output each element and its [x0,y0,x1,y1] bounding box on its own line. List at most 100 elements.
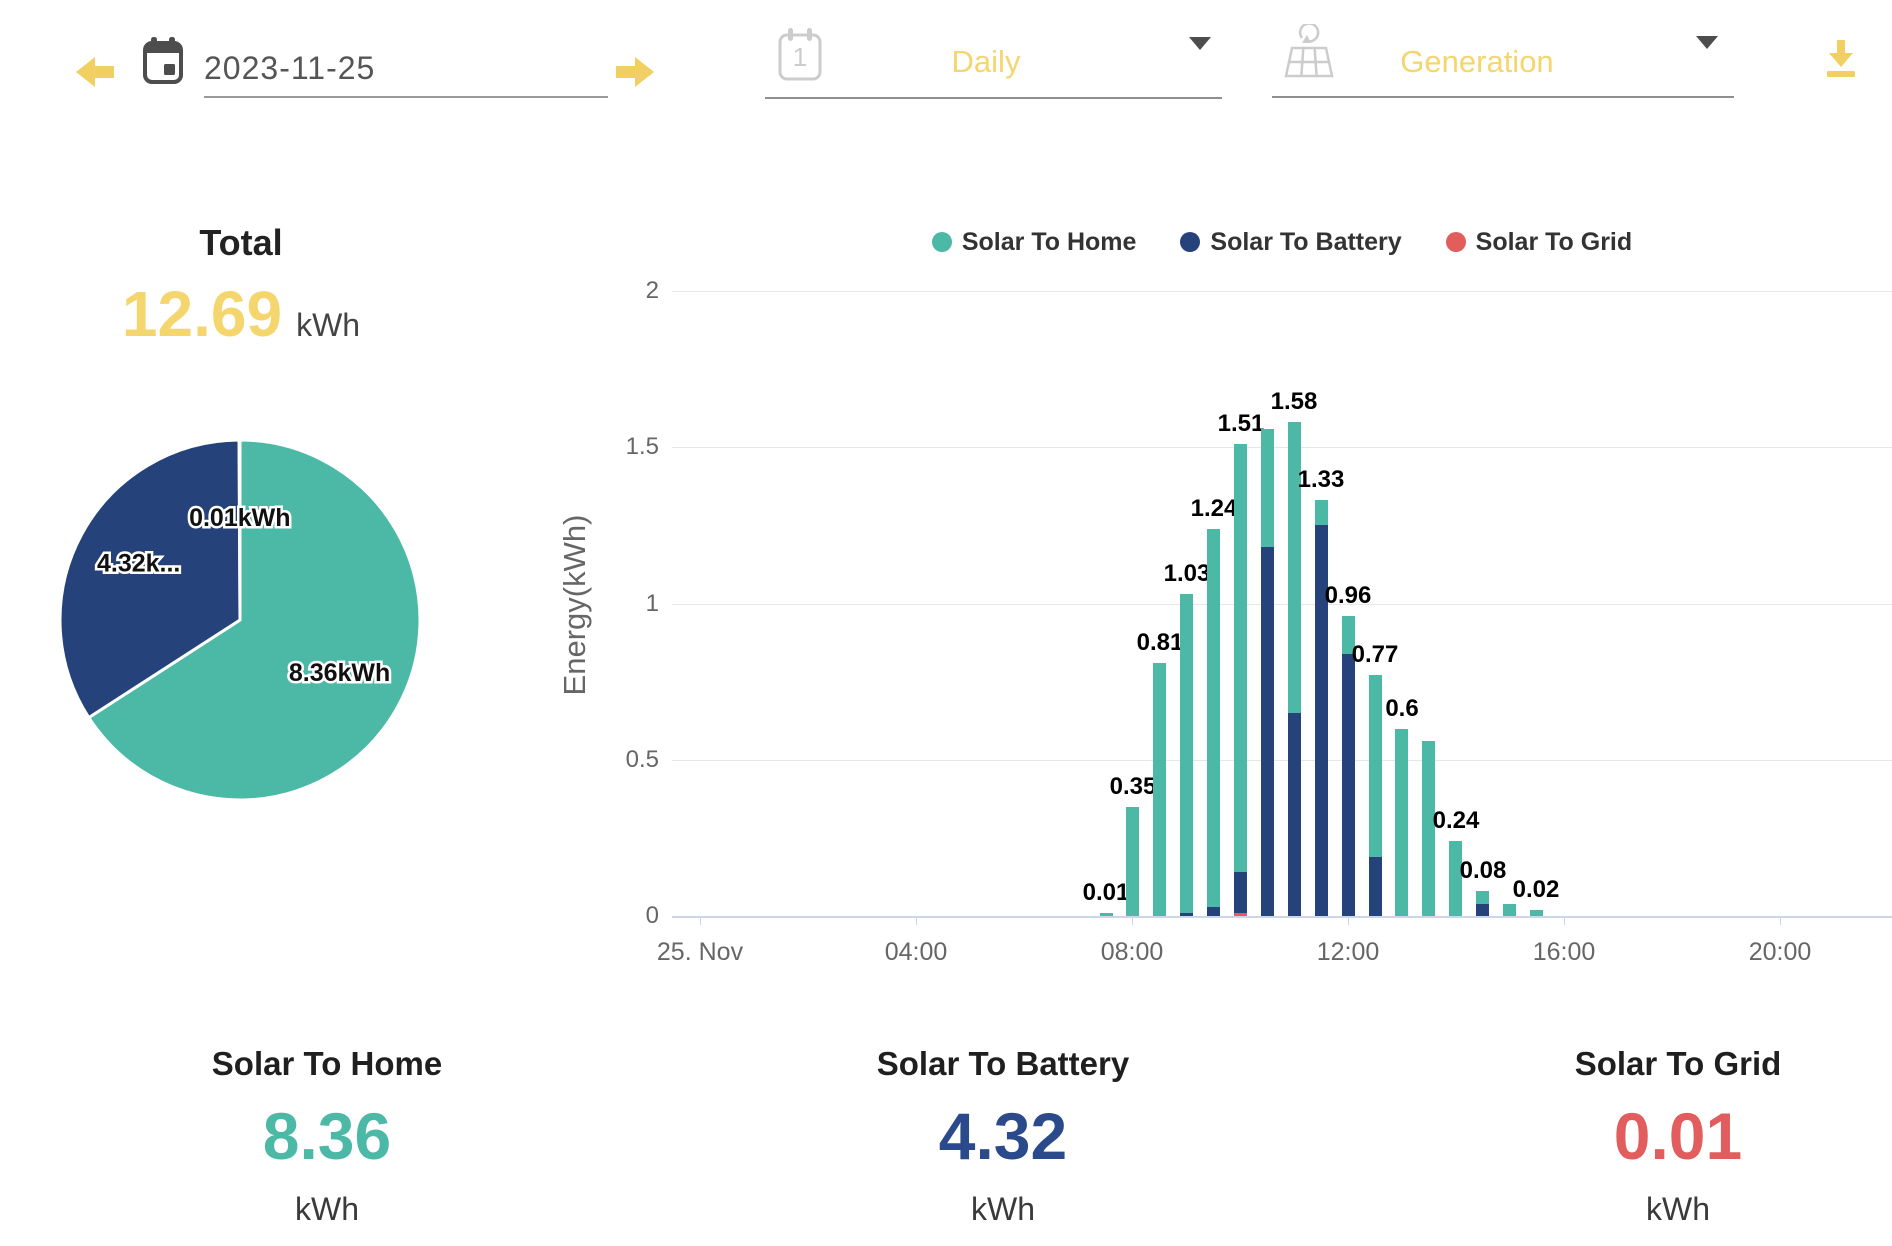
stat-value: 8.36 [262,1099,392,1173]
bar-segment-solar-to-battery[interactable] [1315,525,1328,916]
legend-item-solar-to-grid[interactable]: Solar To Grid [1445,227,1633,257]
bar-value-label: 1.24 [1190,495,1238,522]
bar-segment-solar-to-home[interactable] [1342,616,1355,654]
bar-value-label: 0.02 [1512,876,1560,903]
bar-segment-solar-to-home[interactable] [1234,444,1247,872]
period-caret-icon[interactable] [1189,37,1211,50]
legend-item-solar-to-home[interactable]: Solar To Home [931,227,1137,257]
pie-slice-solar-to-home[interactable] [87,438,422,802]
pie-slice-solar-to-battery[interactable] [58,438,242,720]
stat-solar-to-home: Solar To Home 8.36 kWh [67,1045,587,1228]
metric-select-underline [1272,96,1734,98]
bar-segment-solar-to-home[interactable] [1476,891,1489,904]
legend-marker-icon [931,232,952,252]
x-tick-label: 08:00 [1100,938,1164,966]
stat-solar-to-battery: Solar To Battery 4.32 kWh [743,1045,1263,1228]
chart-legend: Solar To Home Solar To Battery Solar To Gr… [672,228,1892,256]
pie-slice-solar-to-grid[interactable] [237,438,242,622]
solar-panel-icon [1284,24,1334,78]
bar-value-label: 0.35 [1109,773,1157,800]
x-axis-line [672,916,1892,918]
bar-segment-solar-to-home[interactable] [1530,910,1543,916]
legend-item-solar-to-battery[interactable]: Solar To Battery [1180,227,1402,257]
metric-select[interactable]: Generation [1400,44,1554,79]
y-tick-label: 2 [645,277,659,304]
next-day-button[interactable] [616,56,654,88]
bar-segment-solar-to-home[interactable] [1261,429,1274,547]
bar-value-label: 0.96 [1324,582,1372,609]
gridline [672,291,1892,292]
y-tick-label: 1.5 [625,433,659,460]
metric-caret-icon[interactable] [1696,36,1718,49]
x-axis-tick [1780,918,1781,925]
bar-value-label: 1.33 [1297,466,1345,493]
bar-value-label: 1.51 [1217,410,1265,437]
bar-segment-solar-to-home[interactable] [1315,500,1328,525]
stat-label: Solar To Grid [1574,1045,1782,1082]
bar-segment-solar-to-battery[interactable] [1234,872,1247,913]
generation-pie-chart: 8.36kWh 4.32k... 0.01kWh [58,438,422,802]
gridline [672,760,1892,761]
date-field[interactable]: 2023-11-25 [204,50,376,86]
bar-segment-solar-to-home[interactable] [1395,729,1408,916]
bar-segment-solar-to-home[interactable] [1449,841,1462,916]
bar-value-label: 0.77 [1351,641,1399,668]
gridline [672,604,1892,605]
legend-label: Solar To Battery [1210,227,1402,256]
x-tick-label: 16:00 [1532,938,1596,966]
x-axis-tick [916,918,917,925]
bar-value-label: 0.24 [1432,807,1480,834]
bar-segment-solar-to-home[interactable] [1100,913,1113,916]
stat-solar-to-grid: Solar To Grid 0.01 kWh [1418,1045,1892,1228]
bar-segment-solar-to-battery[interactable] [1180,913,1193,916]
stat-label: Solar To Home [211,1045,443,1082]
date-field-underline [204,96,608,98]
stat-unit: kWh [1646,1191,1710,1227]
legend-label: Solar To Grid [1475,227,1633,256]
bar-segment-solar-to-grid[interactable] [1234,913,1247,916]
svg-text:1: 1 [793,42,807,72]
bar-segment-solar-to-home[interactable] [1288,422,1301,713]
bar-segment-solar-to-home[interactable] [1153,663,1166,916]
x-axis-tick [1564,918,1565,925]
x-tick-label: 04:00 [884,938,948,966]
total-value: 12.69 [121,278,283,350]
total-unit: kWh [296,307,361,343]
bar-segment-solar-to-battery[interactable] [1261,547,1274,916]
y-tick-label: 0.5 [625,746,659,773]
previous-day-button[interactable] [76,56,114,88]
bar-segment-solar-to-battery[interactable] [1369,857,1382,916]
pie-slice-label: 8.36kWh [289,659,390,687]
bar-segment-solar-to-home[interactable] [1180,594,1193,913]
bar-value-label: 0.81 [1136,629,1184,656]
total-title: Total [199,222,283,263]
legend-marker-icon [1445,232,1466,252]
x-tick-label: 25. Nov [656,938,744,966]
pie-slice-label: 4.32k... [97,550,180,578]
x-axis-tick [1348,918,1349,925]
download-button[interactable] [1824,38,1858,80]
total-value-row: 12.69 kWh [41,282,441,346]
bar-segment-solar-to-home[interactable] [1126,807,1139,916]
bar-segment-solar-to-battery[interactable] [1207,907,1220,916]
bar-segment-solar-to-battery[interactable] [1342,654,1355,916]
bar-segment-solar-to-home[interactable] [1207,529,1220,907]
x-tick-label: 12:00 [1316,938,1380,966]
legend-label: Solar To Home [961,227,1137,256]
bar-value-label: 1.58 [1270,388,1318,415]
bar-segment-solar-to-home[interactable] [1369,675,1382,857]
bar-segment-solar-to-battery[interactable] [1288,713,1301,916]
gridline [672,447,1892,448]
period-select[interactable]: Daily [951,44,1021,79]
stat-unit: kWh [295,1191,359,1227]
bar-value-label: 0.6 [1385,695,1419,722]
bar-segment-solar-to-home[interactable] [1422,741,1435,916]
bar-segment-solar-to-battery[interactable] [1476,904,1489,916]
y-tick-label: 0 [645,902,659,929]
stat-value: 0.01 [1613,1099,1743,1173]
bar-segment-solar-to-home[interactable] [1503,904,1516,916]
calendar-icon [143,37,183,84]
x-axis-tick [1132,918,1133,925]
stat-label: Solar To Battery [876,1045,1130,1082]
